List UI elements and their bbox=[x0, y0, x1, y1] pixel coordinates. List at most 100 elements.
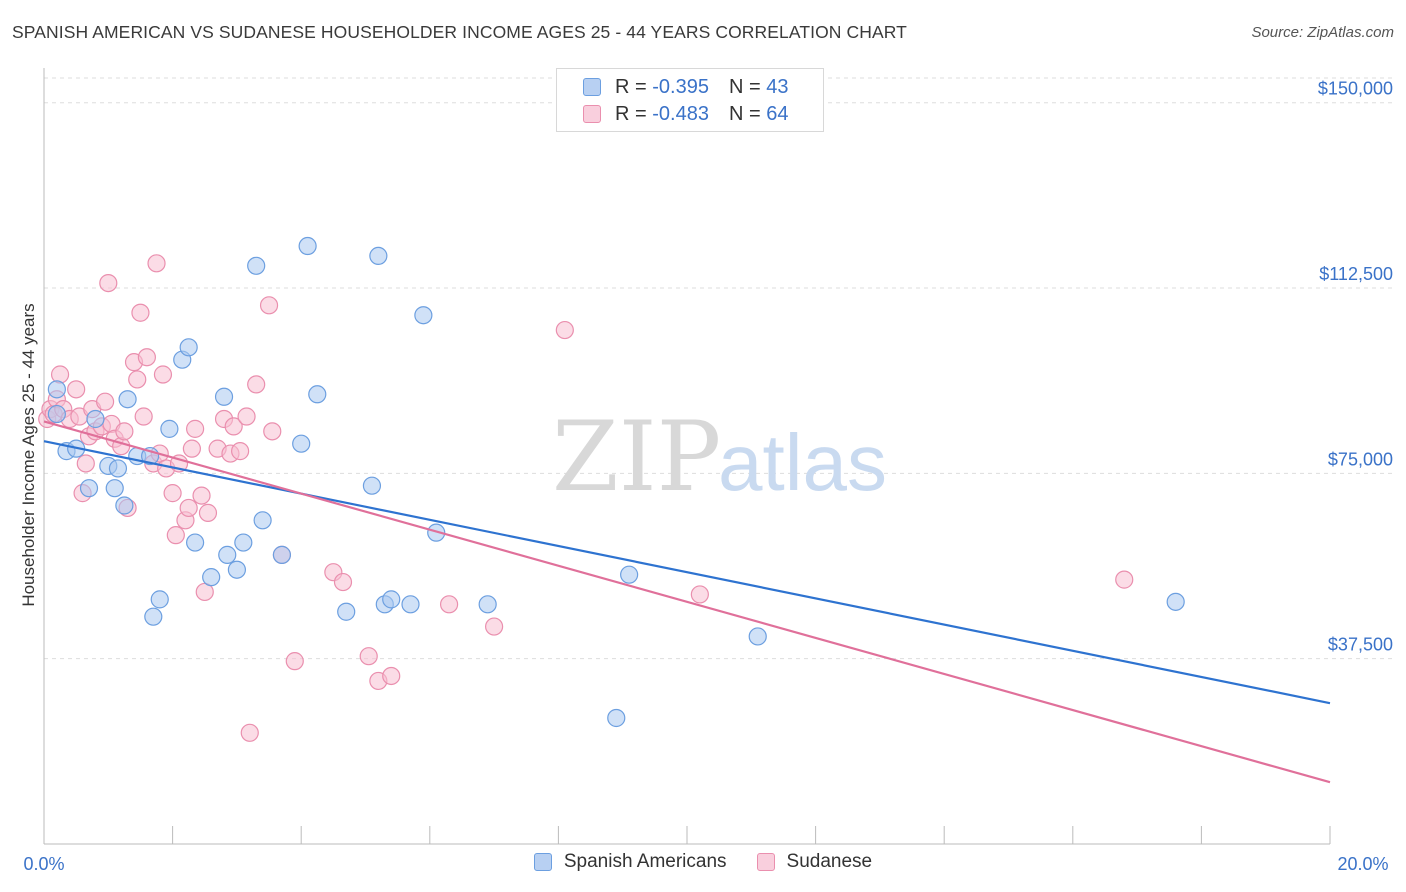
sudanese-point bbox=[166, 526, 185, 545]
spanish-american-point bbox=[298, 236, 317, 256]
spanish-american-point bbox=[401, 595, 420, 614]
spanish-american-point bbox=[160, 419, 179, 438]
spanish-american-point bbox=[144, 607, 163, 626]
spanish-american-point bbox=[105, 479, 124, 498]
sudanese-trend-line bbox=[43, 420, 1331, 784]
sudanese-point bbox=[259, 296, 279, 315]
data-points bbox=[38, 236, 1185, 742]
spanish-american-point bbox=[337, 602, 356, 621]
blue-swatch bbox=[583, 78, 601, 96]
r-value: -0.483 bbox=[652, 102, 709, 125]
sudanese-point bbox=[382, 666, 401, 686]
n-value: 43 bbox=[766, 75, 789, 98]
trend-lines bbox=[43, 420, 1331, 784]
spanish-american-point bbox=[47, 380, 66, 399]
chart-title: SPANISH AMERICAN VS SUDANESE HOUSEHOLDER… bbox=[12, 22, 907, 42]
spanish-american-point bbox=[414, 306, 433, 325]
y-tick-label: $150,000 bbox=[1318, 79, 1393, 99]
spanish-american-point bbox=[218, 545, 237, 564]
sudanese-point bbox=[76, 454, 95, 473]
spanish-american-point bbox=[362, 476, 382, 495]
spanish-american-point bbox=[79, 479, 99, 498]
spanish-american-point bbox=[748, 627, 767, 646]
n-label: N = bbox=[728, 102, 767, 125]
legend-item-spanish-americans: Spanish Americans bbox=[533, 851, 727, 873]
watermark-atlas: atlas bbox=[718, 418, 887, 507]
spanish-american-point bbox=[1166, 592, 1185, 611]
spanish-american-point bbox=[115, 496, 134, 515]
spanish-americans-trend-line bbox=[43, 440, 1331, 705]
spanish-american-point bbox=[202, 568, 221, 587]
blue-swatch bbox=[533, 853, 552, 871]
sudanese-point bbox=[263, 422, 282, 441]
sudanese-point bbox=[198, 503, 218, 522]
r-label: R = bbox=[615, 75, 653, 98]
sudanese-point bbox=[485, 617, 504, 636]
sudanese-point bbox=[153, 365, 173, 384]
sudanese-point bbox=[131, 303, 150, 322]
sudanese-point bbox=[285, 652, 304, 671]
sudanese-point bbox=[99, 273, 118, 293]
sudanese-point bbox=[182, 439, 201, 458]
r-label: R = bbox=[615, 102, 653, 125]
sudanese-point bbox=[115, 422, 134, 441]
spanish-american-point bbox=[427, 523, 446, 542]
spanish-american-point bbox=[369, 246, 388, 266]
spanish-american-point bbox=[86, 409, 105, 429]
sudanese-point bbox=[690, 585, 709, 604]
sudanese-point bbox=[186, 419, 205, 438]
spanish-american-point bbox=[227, 560, 246, 579]
x-tick-label: 0.0% bbox=[23, 854, 64, 874]
sudanese-point bbox=[359, 647, 378, 666]
spanish-american-point bbox=[234, 533, 253, 552]
sudanese-point bbox=[555, 320, 574, 340]
sudanese-point bbox=[50, 365, 70, 384]
r-value: -0.395 bbox=[652, 75, 709, 98]
spanish-american-point bbox=[478, 595, 497, 614]
pink-swatch bbox=[583, 105, 601, 123]
legend-item-sudanese: Sudanese bbox=[756, 851, 872, 873]
sudanese-point bbox=[112, 437, 131, 456]
sudanese-point bbox=[163, 484, 182, 503]
spanish-american-point bbox=[214, 387, 234, 406]
y-tick-label: $75,000 bbox=[1328, 449, 1393, 469]
sudanese-point bbox=[439, 595, 459, 614]
gridlines bbox=[44, 77, 1395, 660]
spanish-american-point bbox=[607, 708, 626, 728]
legend-row-sudanese: R = -0.483 N = 64 bbox=[583, 101, 788, 127]
spanish-american-point bbox=[382, 590, 401, 609]
sudanese-point bbox=[137, 348, 156, 367]
sudanese-point bbox=[333, 572, 353, 592]
sudanese-point bbox=[95, 392, 115, 411]
sudanese-point bbox=[224, 417, 243, 436]
sudanese-point bbox=[247, 375, 266, 394]
spanish-american-point bbox=[179, 338, 198, 357]
axes bbox=[43, 68, 1331, 845]
sudanese-point bbox=[128, 370, 147, 389]
n-label: N = bbox=[728, 75, 767, 98]
pink-swatch bbox=[756, 853, 775, 871]
sudanese-point bbox=[192, 486, 211, 505]
spanish-american-point bbox=[253, 511, 272, 530]
sudanese-point bbox=[1115, 570, 1134, 589]
spanish-american-point bbox=[108, 459, 128, 478]
spanish-american-point bbox=[308, 385, 327, 404]
sudanese-point bbox=[231, 442, 250, 461]
y-tick-label: $112,500 bbox=[1319, 264, 1393, 284]
sudanese-point bbox=[147, 254, 166, 273]
spanish-american-point bbox=[118, 390, 137, 409]
x-tick-labels: 0.0% 20.0% bbox=[23, 854, 1388, 874]
spanish-american-point bbox=[247, 256, 266, 275]
y-axis-label: Householder Income Ages 25 - 44 years bbox=[19, 303, 38, 606]
correlation-legend: R = -0.395 N = 43 R = -0.483 N = 64 bbox=[556, 68, 824, 132]
watermark-zip: ZIP bbox=[552, 401, 721, 513]
y-tick-labels: $37,500 $75,000 $112,500 $150,000 bbox=[1318, 79, 1393, 655]
x-tick-label: 20.0% bbox=[1337, 854, 1388, 874]
y-tick-label: $37,500 bbox=[1328, 635, 1393, 655]
legend-row-spanish-americans: R = -0.395 N = 43 bbox=[583, 74, 788, 100]
n-value: 64 bbox=[766, 102, 789, 125]
spanish-american-point bbox=[150, 590, 169, 609]
spanish-american-point bbox=[292, 434, 311, 453]
legend-label: Spanish Americans bbox=[563, 851, 727, 872]
